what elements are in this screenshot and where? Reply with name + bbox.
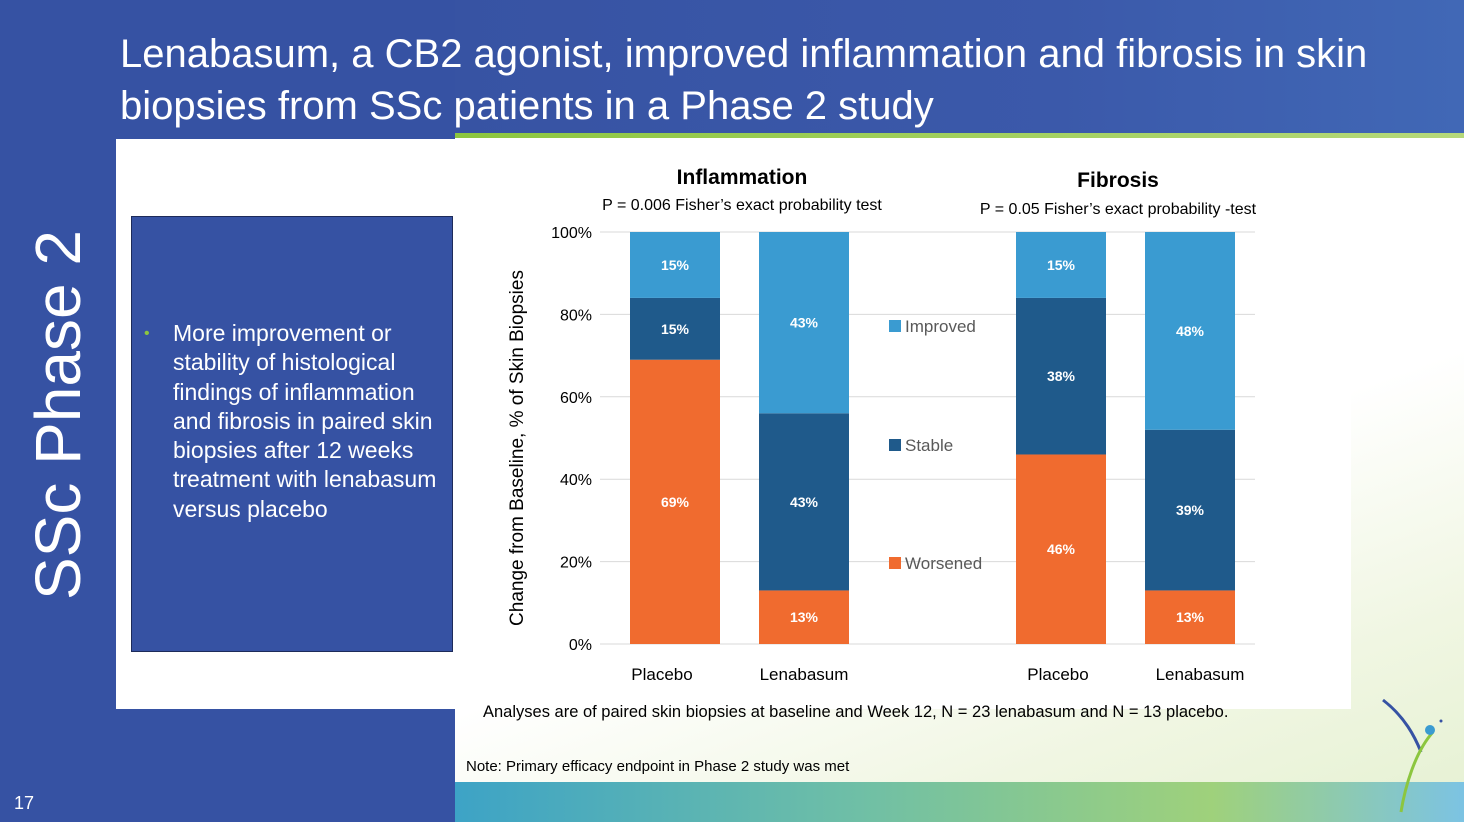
chart-legend: Improved Stable Worsened	[889, 317, 982, 573]
chart-axis: 0% 20% 40% 60% 80% 100% Placebo Lenabasum Placeb…	[551, 225, 1244, 684]
x-category-label: Placebo	[631, 665, 692, 684]
panel-subtitle: P = 0.05 Fisher’s exact probability -tes…	[980, 201, 1257, 218]
data-label: 46%	[1047, 541, 1076, 557]
data-label: 13%	[790, 609, 819, 625]
bullet-item: • More improvement or stability of histo…	[144, 319, 438, 524]
legend-swatch	[889, 557, 901, 569]
bar-segment-improved	[1145, 232, 1235, 430]
bar-segment-stable	[1016, 297, 1106, 455]
y-tick-label: 80%	[560, 307, 592, 324]
y-axis-label: Change from Baseline, % of Skin Biopsies	[507, 270, 528, 626]
y-tick-label: 40%	[560, 472, 592, 489]
data-label: 15%	[661, 257, 690, 273]
chart-labels: Inflammation P = 0.006 Fisher’s exact pro…	[602, 166, 1256, 625]
bullet-list: • More improvement or stability of histo…	[144, 319, 438, 524]
legend-swatch	[889, 320, 901, 332]
bar-segment-worsened	[1145, 590, 1235, 644]
bar-segment-worsened	[630, 359, 720, 644]
panel-title: Fibrosis	[1077, 169, 1159, 192]
y-tick-label: 20%	[560, 555, 592, 572]
x-category-label: Lenabasum	[760, 665, 849, 684]
bar-segment-stable	[630, 297, 720, 360]
slide-title: Lenabasum, a CB2 agonist, improved infla…	[120, 32, 1368, 128]
legend-swatch	[889, 439, 901, 451]
data-label: 39%	[1176, 502, 1205, 518]
legend-label: Stable	[905, 436, 953, 455]
data-label: 69%	[661, 494, 690, 510]
legend-label: Worsened	[905, 554, 982, 573]
y-tick-label: 60%	[560, 390, 592, 407]
company-logo	[1382, 698, 1443, 813]
bullet-dot-icon: •	[144, 325, 150, 342]
data-label: 38%	[1047, 368, 1076, 384]
bar-segment-improved	[1016, 232, 1106, 298]
bottom-band	[455, 782, 1464, 822]
page-number: 17	[14, 793, 35, 813]
data-label: 48%	[1176, 323, 1205, 339]
panel-subtitle: P = 0.006 Fisher’s exact probability tes…	[602, 197, 882, 214]
bar-segment-improved	[630, 232, 720, 298]
data-label: 13%	[1176, 609, 1205, 625]
panel-title: Inflammation	[677, 166, 808, 189]
data-label: 43%	[790, 315, 819, 331]
legend-label: Improved	[905, 317, 976, 336]
x-category-label: Placebo	[1027, 665, 1088, 684]
note: Note: Primary efficacy endpoint in Phase…	[466, 758, 850, 775]
data-label: 15%	[661, 321, 690, 337]
bullet-text: More improvement or stability of histolo…	[173, 320, 437, 522]
bar-segment-stable	[759, 413, 849, 591]
y-tick-label: 100%	[551, 225, 592, 242]
accent-line	[455, 133, 1464, 138]
bar-segment-worsened	[759, 590, 849, 644]
data-label: 15%	[1047, 257, 1076, 273]
x-category-label: Lenabasum	[1156, 665, 1245, 684]
data-label: 43%	[790, 494, 819, 510]
bar-segment-improved	[759, 232, 849, 414]
bar-segment-worsened	[1016, 454, 1106, 644]
summary-box: • More improvement or stability of histo…	[131, 216, 453, 652]
title-band	[455, 0, 1464, 134]
footnote: Analyses are of paired skin biopsies at …	[483, 703, 1229, 721]
y-tick-label: 0%	[569, 637, 592, 654]
chart-bars	[630, 232, 1235, 644]
bar-segment-stable	[1145, 429, 1235, 591]
